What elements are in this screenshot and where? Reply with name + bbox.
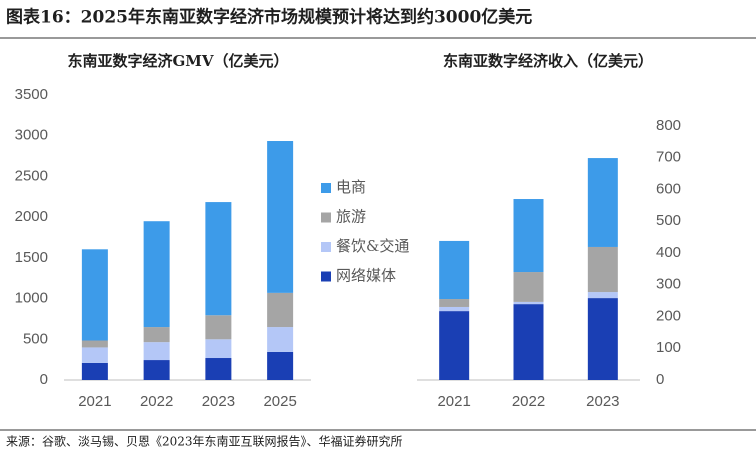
- legend-label: 旅游: [336, 208, 366, 226]
- y-tick-label: 2500: [15, 167, 48, 184]
- bar-segment: [81, 362, 108, 380]
- bar-segment: [587, 298, 618, 380]
- bar-segment: [81, 347, 108, 363]
- bar-segment: [587, 292, 618, 299]
- y-tick-label: 400: [656, 244, 681, 261]
- legend-label: 餐饮&交通: [336, 237, 409, 255]
- x-tick-label: 2025: [263, 393, 296, 410]
- bar-segment: [267, 327, 294, 352]
- y-tick-label: 500: [656, 212, 681, 229]
- y-tick-label: 700: [656, 149, 681, 166]
- y-tick-label: 200: [656, 307, 681, 324]
- x-tick-label: 2021: [78, 393, 111, 410]
- bar-segment: [143, 360, 170, 380]
- legend-swatch: [321, 242, 331, 252]
- bar-segment: [205, 202, 232, 316]
- bar-segment: [267, 292, 294, 328]
- bar-segment: [205, 358, 232, 380]
- bar-segment: [439, 311, 470, 380]
- y-tick-label: 2000: [15, 208, 48, 225]
- bar-segment: [439, 306, 470, 312]
- y-tick-label: 0: [40, 371, 48, 388]
- legend-swatch: [321, 183, 331, 193]
- legend-swatch: [321, 271, 331, 282]
- bar-segment: [513, 272, 544, 302]
- bar-segment: [587, 158, 618, 247]
- page-title: 图表16：2025年东南亚数字经济市场规模预计将达到约3000亿美元: [6, 7, 532, 28]
- legend-label: 网络媒体: [336, 267, 396, 285]
- x-tick-label: 2022: [140, 393, 173, 410]
- x-tick-label: 2022: [512, 393, 545, 410]
- y-tick-label: 0: [656, 371, 664, 388]
- bar-segment: [587, 246, 618, 293]
- bar-segment: [205, 339, 232, 359]
- bar-segment: [267, 141, 294, 293]
- y-tick-label: 3000: [15, 127, 48, 144]
- y-tick-label: 500: [23, 330, 48, 347]
- bar-segment: [513, 199, 544, 273]
- bar-segment: [267, 351, 294, 380]
- bar-segment: [81, 340, 108, 348]
- bar-segment: [513, 304, 544, 380]
- x-tick-label: 2021: [437, 393, 470, 410]
- legend-label: 电商: [336, 178, 366, 196]
- bar-segment: [81, 249, 108, 341]
- x-tick-label: 2023: [202, 393, 235, 410]
- bar-segment: [205, 315, 232, 340]
- chart-title: 东南亚数字经济GMV（亿美元）: [67, 52, 288, 70]
- chart-title: 东南亚数字经济收入（亿美元）: [443, 52, 653, 70]
- legend-swatch: [321, 212, 331, 223]
- x-tick-label: 2023: [586, 393, 619, 410]
- bar-segment: [513, 301, 544, 305]
- y-tick-label: 300: [656, 276, 681, 293]
- bar-segment: [439, 299, 470, 307]
- bar-segment: [143, 221, 170, 328]
- y-tick-label: 800: [656, 117, 681, 134]
- y-tick-label: 1000: [15, 290, 48, 307]
- y-tick-label: 3500: [15, 86, 48, 103]
- source: 来源：谷歌、淡马锡、贝恩《2023年东南亚互联网报告》、华福证券研究所: [6, 434, 403, 449]
- bar-segment: [143, 327, 170, 343]
- bar-segment: [143, 342, 170, 361]
- y-tick-label: 1500: [15, 249, 48, 266]
- bar-segment: [439, 240, 470, 300]
- y-tick-label: 600: [656, 180, 681, 197]
- y-tick-label: 100: [656, 339, 681, 356]
